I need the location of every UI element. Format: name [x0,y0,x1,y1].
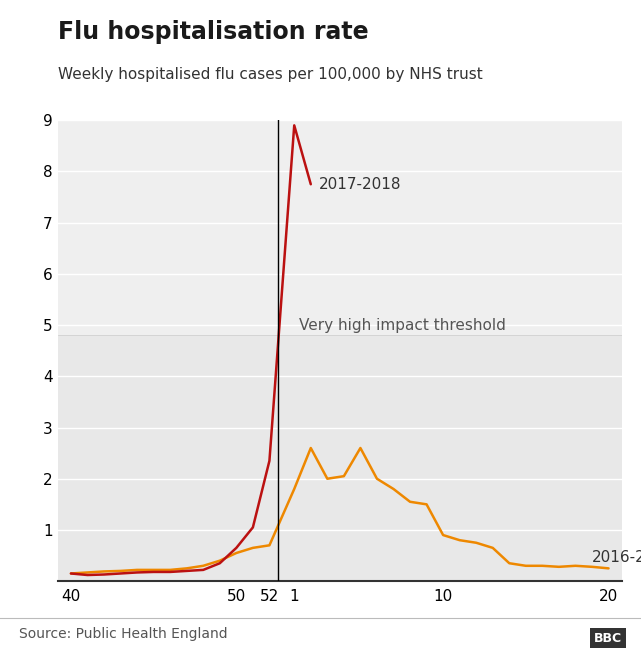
Text: Flu hospitalisation rate: Flu hospitalisation rate [58,20,369,44]
Text: BBC: BBC [594,632,622,645]
Text: Very high impact threshold: Very high impact threshold [299,318,506,333]
Text: 2016-2017: 2016-2017 [592,550,641,564]
Bar [58,120,622,335]
Text: Source: Public Health England: Source: Public Health England [19,627,228,641]
Text: Weekly hospitalised flu cases per 100,000 by NHS trust: Weekly hospitalised flu cases per 100,00… [58,67,483,81]
Text: 2017-2018: 2017-2018 [319,177,401,192]
